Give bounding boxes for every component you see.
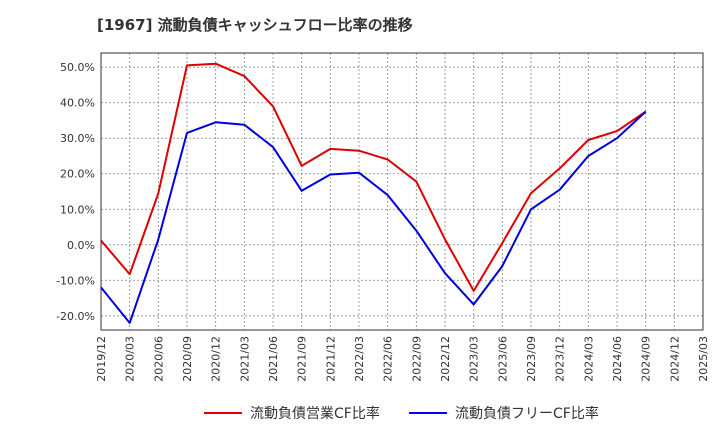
legend-item-free-cf: 流動負債フリーCF比率 <box>409 403 599 423</box>
x-tick-label: 2024/06 <box>611 336 624 382</box>
x-axis-ticks: 2019/12 2020/03 2020/06 2020/09 2020/12 2021/… <box>95 336 710 382</box>
legend-item-operating-cf: 流動負債営業CF比率 <box>204 403 380 423</box>
x-tick-label: 2021/06 <box>267 336 280 382</box>
series-line-0 <box>100 62 647 292</box>
legend-label-free-cf: 流動負債フリーCF比率 <box>455 406 599 422</box>
x-tick-label: 2019/12 <box>95 336 108 382</box>
series-line-1 <box>100 110 647 324</box>
x-tick-label: 2024/03 <box>582 336 595 382</box>
grid <box>101 53 703 330</box>
x-tick-label: 2023/06 <box>496 336 509 382</box>
x-tick-label: 2021/09 <box>296 336 309 382</box>
y-tick-label: 10.0% <box>60 203 95 216</box>
y-tick-label: -20.0% <box>56 310 95 323</box>
x-tick-label: 2022/03 <box>353 336 366 382</box>
x-tick-label: 2023/09 <box>525 336 538 382</box>
x-tick-label: 2020/06 <box>152 336 165 382</box>
legend-swatch-blue <box>409 412 447 414</box>
x-tick-label: 2022/06 <box>382 336 395 382</box>
plot-frame <box>100 52 704 331</box>
y-tick-label: 40.0% <box>60 97 95 110</box>
y-tick-label: 0.0% <box>67 239 95 252</box>
x-tick-label: 2021/03 <box>238 336 251 382</box>
y-tick-label: 50.0% <box>60 61 95 74</box>
x-tick-label: 2022/12 <box>439 336 452 382</box>
x-tick-label: 2020/09 <box>181 336 194 382</box>
x-tick-label: 2023/12 <box>554 336 567 382</box>
legend-swatch-red <box>204 412 242 414</box>
x-tick-label: 2024/12 <box>668 336 681 382</box>
x-tick-label: 2024/09 <box>640 336 653 382</box>
y-axis-ticks: -20.0% -10.0% 0.0% 10.0% 20.0% 30.0% 40.0% 50.0… <box>56 61 95 323</box>
legend-label-operating-cf: 流動負債営業CF比率 <box>250 406 380 422</box>
y-tick-label: 20.0% <box>60 168 95 181</box>
legend: 流動負債営業CF比率 流動負債フリーCF比率 <box>0 403 720 427</box>
x-tick-label: 2022/09 <box>410 336 423 382</box>
series-lines <box>100 62 647 324</box>
x-tick-label: 2023/03 <box>468 336 481 382</box>
x-tick-label: 2020/12 <box>210 336 223 382</box>
x-tick-label: 2020/03 <box>124 336 137 382</box>
y-tick-label: -10.0% <box>56 274 95 287</box>
chart-title: [1967] 流動負債キャッシュフロー比率の推移 <box>97 16 413 34</box>
y-tick-label: 30.0% <box>60 132 95 145</box>
x-tick-label: 2025/03 <box>697 336 710 382</box>
x-tick-label: 2021/12 <box>324 336 337 382</box>
